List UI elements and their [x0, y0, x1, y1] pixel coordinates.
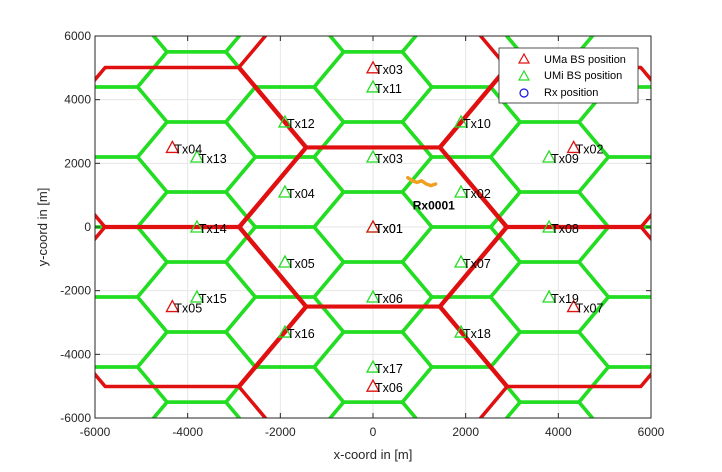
legend-umi-label: UMi BS position: [544, 70, 622, 82]
umi-bs-marker: [365, 289, 381, 303]
umi-bs-marker: [453, 114, 469, 128]
x-axis-label: x-coord in [m]: [334, 447, 413, 462]
umi-bs-label: Tx07: [463, 257, 491, 271]
umi-bs-marker: [189, 289, 205, 303]
y-tick-label: 2000: [64, 156, 91, 170]
umi-bs-label: Tx15: [199, 292, 227, 306]
umi-bs-marker: [453, 184, 469, 198]
y-tick-label: 6000: [64, 29, 91, 43]
umi-bs-label: Tx08: [551, 222, 579, 236]
uma-bs-label: Tx07: [576, 302, 604, 316]
uma-bs-marker: [365, 60, 381, 74]
umi-bs-marker: [277, 254, 293, 268]
rx-label: Rx0001: [413, 199, 455, 213]
umi-bs-label: Tx19: [551, 292, 579, 306]
uma-bs-label: Tx01: [375, 222, 403, 236]
axis-ticks: -6000 -4000 -2000 0 2000 4000 6000 -6000 -4000 -2…: [60, 29, 664, 439]
umi-bs-label: Tx10: [463, 117, 491, 131]
uma-cell-boundary: [437, 224, 651, 389]
umi-cell-boundary: [577, 295, 651, 369]
umi-bs-marker: [541, 219, 557, 233]
uma-bs-marker: [566, 140, 581, 154]
y-tick-label: -4000: [60, 347, 91, 361]
uma-bs-marker: [165, 299, 180, 313]
umi-bs-label: Tx14: [199, 222, 227, 236]
y-tick-label: -2000: [60, 284, 91, 298]
umi-bs-label: Tx03: [375, 152, 403, 166]
legend-uma-marker: [517, 52, 531, 64]
x-tick-label: -2000: [265, 425, 296, 439]
umi-bs-label: Tx16: [287, 327, 315, 341]
umi-bs-marker: [277, 324, 293, 338]
uma-bs-marker: [165, 140, 180, 154]
umi-bs-marker: [277, 184, 293, 198]
legend-umi-marker: [517, 69, 531, 81]
x-tick-label: 2000: [452, 425, 479, 439]
umi-cell-boundary: [577, 365, 651, 418]
umi-bs-label: Tx13: [199, 152, 227, 166]
y-tick-label: 4000: [64, 93, 91, 107]
uma-bs-label: Tx02: [576, 142, 604, 156]
rx-track: [406, 175, 438, 188]
umi-bs-marker: [189, 149, 205, 163]
bs-markers: [165, 60, 581, 392]
umi-bs-marker: [453, 324, 469, 338]
umi-bs-marker: [189, 219, 205, 233]
y-tick-label: 0: [84, 220, 91, 234]
bs-labels: Tx01 Tx02 Tx03 Tx04 Tx05 Tx06 Tx07 Tx08 Tx09 Tx10…: [174, 63, 603, 395]
legend-uma-label: UMa BS position: [544, 54, 626, 66]
umi-bs-label: Tx18: [463, 327, 491, 341]
umi-bs-label: Tx05: [287, 257, 315, 271]
x-tick-label: 0: [370, 425, 377, 439]
umi-bs-label: Tx12: [287, 117, 315, 131]
umi-bs-marker: [541, 289, 557, 303]
umi-bs-marker: [365, 149, 381, 163]
legend-rx-label: Rx position: [544, 87, 598, 99]
umi-bs-label: Tx09: [551, 152, 579, 166]
uma-bs-label: Tx03: [375, 63, 403, 77]
umi-bs-marker: [365, 79, 381, 93]
x-tick-label: 6000: [638, 425, 665, 439]
uma-bs-marker: [365, 378, 381, 392]
umi-bs-label: Tx11: [375, 82, 402, 96]
y-tick-label: -6000: [60, 411, 91, 425]
x-tick-label: -4000: [172, 425, 203, 439]
legend: UMa BS position UMi BS position Rx posit…: [498, 47, 639, 104]
legend-rx-marker: [519, 88, 529, 98]
cell-boundaries: [95, 36, 651, 418]
y-axis-label: y-coord in [m]: [35, 188, 50, 267]
uma-bs-marker: [566, 299, 581, 313]
x-tick-label: 4000: [545, 425, 572, 439]
uma-bs-label: Tx05: [174, 302, 202, 316]
umi-bs-marker: [541, 149, 557, 163]
umi-cell-boundary: [577, 225, 651, 299]
uma-bs-marker: [365, 219, 381, 233]
umi-cell-boundary: [577, 155, 651, 229]
umi-bs-label: Tx01: [375, 222, 403, 236]
umi-cell-boundary: [577, 85, 651, 159]
umi-bs-marker: [365, 359, 381, 373]
x-tick-label: -6000: [80, 425, 111, 439]
umi-bs-label: Tx02: [463, 187, 491, 201]
uma-bs-label: Tx06: [375, 381, 403, 395]
umi-bs-marker: [453, 254, 469, 268]
umi-bs-marker: [277, 114, 293, 128]
uma-bs-label: Tx04: [174, 142, 202, 156]
umi-bs-label: Tx17: [375, 362, 403, 376]
umi-bs-label: Tx04: [287, 187, 315, 201]
umi-bs-label: Tx06: [375, 292, 403, 306]
